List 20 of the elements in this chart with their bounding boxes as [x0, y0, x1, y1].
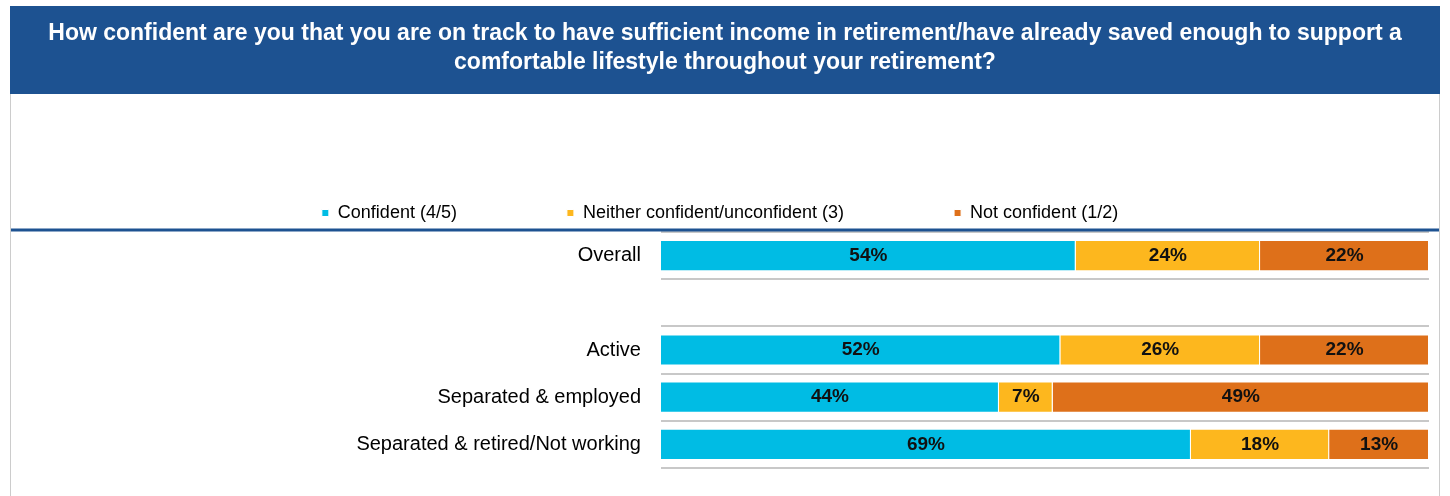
- data-label: 49%: [1221, 385, 1260, 407]
- data-label: 69%: [906, 432, 946, 454]
- legend-label: Not confident (1/2): [970, 201, 1119, 222]
- chart-title: How confident are you that you are on track to have sufficient income in retirement/have already saved enough to support a comfortable lifestyle throughout your retirement?: [10, 6, 1440, 94]
- data-label: 22%: [1325, 338, 1364, 360]
- data-label: 26%: [1141, 338, 1180, 360]
- legend-label: Confident (4/5): [337, 201, 457, 222]
- data-label: 7%: [1012, 385, 1040, 407]
- y-tick-label: Overall: [577, 243, 641, 266]
- data-label: 44%: [810, 385, 850, 407]
- data-label: 13%: [1360, 432, 1399, 454]
- data-label: 54%: [849, 243, 888, 265]
- data-label: 24%: [1148, 243, 1187, 265]
- y-tick-label: Separated & employed: [437, 384, 641, 407]
- data-label: 18%: [1241, 432, 1280, 454]
- data-label: 52%: [841, 338, 880, 360]
- data-label: 22%: [1325, 243, 1364, 265]
- legend-label: Neither confident/unconfident (3): [582, 201, 845, 222]
- y-tick-label: Active: [586, 337, 641, 360]
- y-tick-label: Separated & retired/Not working: [356, 431, 641, 454]
